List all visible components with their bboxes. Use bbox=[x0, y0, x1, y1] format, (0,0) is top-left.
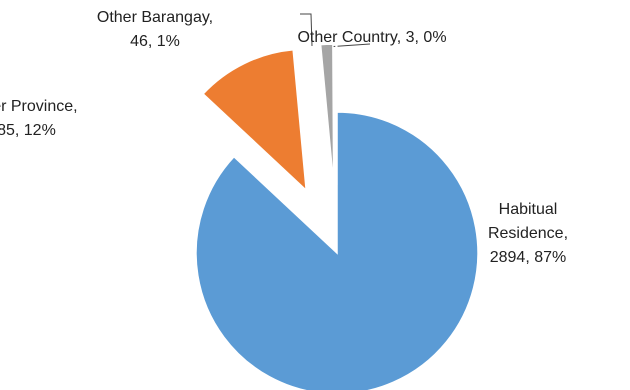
data-label: Other Province, 385, 12% bbox=[0, 95, 90, 143]
label-percent: 87% bbox=[534, 249, 567, 266]
label-separator: , bbox=[414, 29, 424, 46]
label-separator: , bbox=[396, 29, 406, 46]
label-category: Other Province bbox=[0, 98, 74, 115]
label-separator: , bbox=[563, 225, 569, 242]
data-label: Other Barangay, 46, 1% bbox=[85, 6, 225, 54]
leader-line bbox=[300, 13, 313, 47]
label-category: Other Country bbox=[297, 29, 397, 46]
pie-slice bbox=[319, 43, 335, 186]
data-label: Other Country, 3, 0% bbox=[297, 26, 447, 50]
label-separator: , bbox=[208, 9, 214, 26]
label-category: Other Barangay bbox=[96, 9, 209, 26]
label-value: 3 bbox=[405, 29, 415, 46]
data-label: Habitual Residence, 2894, 87% bbox=[473, 198, 583, 270]
pie-slice bbox=[195, 111, 479, 390]
label-percent: 12% bbox=[23, 122, 56, 139]
label-separator: , bbox=[73, 98, 78, 115]
label-category: Habitual Residence bbox=[487, 201, 564, 242]
label-value: 46 bbox=[130, 33, 148, 50]
pie-slice bbox=[202, 48, 308, 193]
label-percent: 1% bbox=[156, 33, 180, 50]
label-separator: , bbox=[147, 33, 157, 50]
pie-slice bbox=[335, 43, 338, 186]
label-value: 2894 bbox=[489, 249, 526, 266]
label-separator: , bbox=[525, 249, 535, 266]
label-separator: , bbox=[14, 122, 24, 139]
label-percent: 0% bbox=[423, 29, 447, 46]
label-value: 385 bbox=[0, 122, 15, 139]
